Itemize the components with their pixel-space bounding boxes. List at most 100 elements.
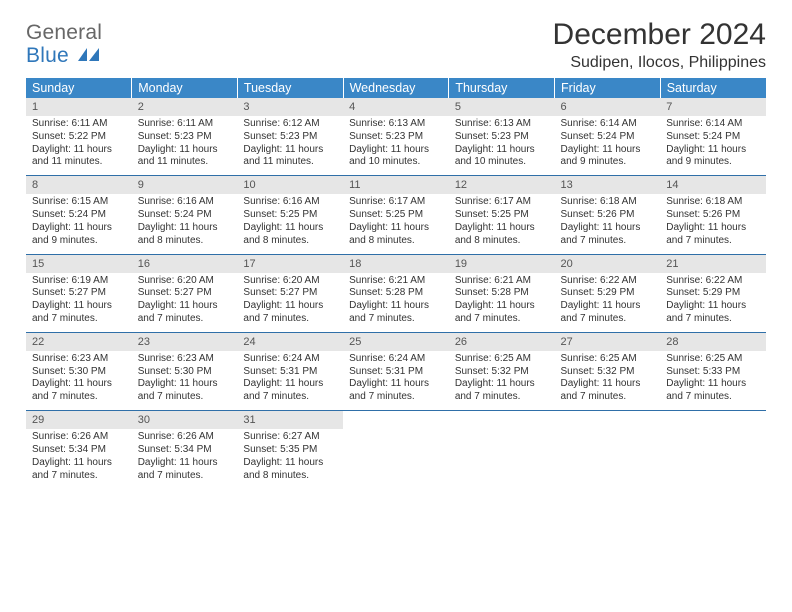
calendar-cell: 24Sunrise: 6:24 AMSunset: 5:31 PMDayligh… xyxy=(237,332,343,410)
sunset-line: Sunset: 5:25 PM xyxy=(455,209,549,222)
sunset-line: Sunset: 5:34 PM xyxy=(32,444,126,457)
logo: General Blue xyxy=(26,18,102,66)
calendar-cell: 29Sunrise: 6:26 AMSunset: 5:34 PMDayligh… xyxy=(26,411,132,489)
daylight-line: Daylight: 11 hours and 8 minutes. xyxy=(243,222,337,248)
calendar-cell: 17Sunrise: 6:20 AMSunset: 5:27 PMDayligh… xyxy=(237,254,343,332)
calendar-cell: 30Sunrise: 6:26 AMSunset: 5:34 PMDayligh… xyxy=(132,411,238,489)
sunrise-line: Sunrise: 6:12 AM xyxy=(243,118,337,131)
sunrise-line: Sunrise: 6:23 AM xyxy=(138,353,232,366)
weekday-header-row: Sunday Monday Tuesday Wednesday Thursday… xyxy=(26,78,766,98)
sunset-line: Sunset: 5:26 PM xyxy=(666,209,760,222)
calendar-row: 8Sunrise: 6:15 AMSunset: 5:24 PMDaylight… xyxy=(26,176,766,254)
day-number: 14 xyxy=(660,176,766,194)
sunrise-line: Sunrise: 6:27 AM xyxy=(243,431,337,444)
daylight-line: Daylight: 11 hours and 11 minutes. xyxy=(32,144,126,170)
daylight-line: Daylight: 11 hours and 7 minutes. xyxy=(455,378,549,404)
sunrise-line: Sunrise: 6:11 AM xyxy=(32,118,126,131)
day-body: Sunrise: 6:18 AMSunset: 5:26 PMDaylight:… xyxy=(555,194,661,253)
day-body: Sunrise: 6:26 AMSunset: 5:34 PMDaylight:… xyxy=(132,429,238,488)
sunset-line: Sunset: 5:31 PM xyxy=(349,366,443,379)
day-number: 27 xyxy=(555,333,661,351)
sunrise-line: Sunrise: 6:19 AM xyxy=(32,275,126,288)
day-number: 12 xyxy=(449,176,555,194)
weekday-header: Friday xyxy=(555,78,661,98)
calendar-cell xyxy=(449,411,555,489)
sunrise-line: Sunrise: 6:16 AM xyxy=(243,196,337,209)
daylight-line: Daylight: 11 hours and 9 minutes. xyxy=(32,222,126,248)
calendar-cell: 27Sunrise: 6:25 AMSunset: 5:32 PMDayligh… xyxy=(555,332,661,410)
day-body: Sunrise: 6:16 AMSunset: 5:24 PMDaylight:… xyxy=(132,194,238,253)
day-body: Sunrise: 6:23 AMSunset: 5:30 PMDaylight:… xyxy=(132,351,238,410)
sunset-line: Sunset: 5:31 PM xyxy=(243,366,337,379)
calendar-cell xyxy=(555,411,661,489)
logo-text-line2: Blue xyxy=(26,43,102,66)
sunrise-line: Sunrise: 6:20 AM xyxy=(138,275,232,288)
calendar-cell: 12Sunrise: 6:17 AMSunset: 5:25 PMDayligh… xyxy=(449,176,555,254)
sunset-line: Sunset: 5:30 PM xyxy=(138,366,232,379)
sunset-line: Sunset: 5:24 PM xyxy=(32,209,126,222)
daylight-line: Daylight: 11 hours and 7 minutes. xyxy=(455,300,549,326)
calendar-cell: 15Sunrise: 6:19 AMSunset: 5:27 PMDayligh… xyxy=(26,254,132,332)
logo-text-line1: General xyxy=(26,22,102,43)
sunset-line: Sunset: 5:23 PM xyxy=(455,131,549,144)
calendar-cell: 19Sunrise: 6:21 AMSunset: 5:28 PMDayligh… xyxy=(449,254,555,332)
sail-icon xyxy=(78,45,100,66)
sunset-line: Sunset: 5:30 PM xyxy=(32,366,126,379)
daylight-line: Daylight: 11 hours and 11 minutes. xyxy=(243,144,337,170)
sunrise-line: Sunrise: 6:14 AM xyxy=(561,118,655,131)
day-number: 13 xyxy=(555,176,661,194)
daylight-line: Daylight: 11 hours and 7 minutes. xyxy=(32,378,126,404)
calendar-cell: 2Sunrise: 6:11 AMSunset: 5:23 PMDaylight… xyxy=(132,98,238,176)
day-body: Sunrise: 6:15 AMSunset: 5:24 PMDaylight:… xyxy=(26,194,132,253)
sunset-line: Sunset: 5:22 PM xyxy=(32,131,126,144)
daylight-line: Daylight: 11 hours and 7 minutes. xyxy=(32,457,126,483)
sunrise-line: Sunrise: 6:25 AM xyxy=(561,353,655,366)
daylight-line: Daylight: 11 hours and 10 minutes. xyxy=(349,144,443,170)
calendar-cell: 16Sunrise: 6:20 AMSunset: 5:27 PMDayligh… xyxy=(132,254,238,332)
sunset-line: Sunset: 5:24 PM xyxy=(561,131,655,144)
daylight-line: Daylight: 11 hours and 7 minutes. xyxy=(138,378,232,404)
sunset-line: Sunset: 5:32 PM xyxy=(455,366,549,379)
daylight-line: Daylight: 11 hours and 8 minutes. xyxy=(138,222,232,248)
calendar-cell xyxy=(343,411,449,489)
calendar-cell: 3Sunrise: 6:12 AMSunset: 5:23 PMDaylight… xyxy=(237,98,343,176)
sunrise-line: Sunrise: 6:24 AM xyxy=(349,353,443,366)
day-body: Sunrise: 6:13 AMSunset: 5:23 PMDaylight:… xyxy=(449,116,555,175)
sunrise-line: Sunrise: 6:26 AM xyxy=(138,431,232,444)
sunset-line: Sunset: 5:23 PM xyxy=(138,131,232,144)
header: General Blue December 2024 Sudipen, Iloc… xyxy=(26,18,766,72)
daylight-line: Daylight: 11 hours and 7 minutes. xyxy=(138,300,232,326)
calendar-cell: 25Sunrise: 6:24 AMSunset: 5:31 PMDayligh… xyxy=(343,332,449,410)
calendar-cell: 20Sunrise: 6:22 AMSunset: 5:29 PMDayligh… xyxy=(555,254,661,332)
calendar-cell: 8Sunrise: 6:15 AMSunset: 5:24 PMDaylight… xyxy=(26,176,132,254)
sunset-line: Sunset: 5:26 PM xyxy=(561,209,655,222)
sunrise-line: Sunrise: 6:21 AM xyxy=(349,275,443,288)
calendar-cell: 22Sunrise: 6:23 AMSunset: 5:30 PMDayligh… xyxy=(26,332,132,410)
day-body: Sunrise: 6:13 AMSunset: 5:23 PMDaylight:… xyxy=(343,116,449,175)
sunset-line: Sunset: 5:23 PM xyxy=(243,131,337,144)
day-body: Sunrise: 6:11 AMSunset: 5:23 PMDaylight:… xyxy=(132,116,238,175)
calendar-cell: 10Sunrise: 6:16 AMSunset: 5:25 PMDayligh… xyxy=(237,176,343,254)
day-number: 2 xyxy=(132,98,238,116)
day-body: Sunrise: 6:19 AMSunset: 5:27 PMDaylight:… xyxy=(26,273,132,332)
day-number: 15 xyxy=(26,255,132,273)
daylight-line: Daylight: 11 hours and 9 minutes. xyxy=(666,144,760,170)
sunset-line: Sunset: 5:33 PM xyxy=(666,366,760,379)
calendar-cell: 1Sunrise: 6:11 AMSunset: 5:22 PMDaylight… xyxy=(26,98,132,176)
calendar-cell: 7Sunrise: 6:14 AMSunset: 5:24 PMDaylight… xyxy=(660,98,766,176)
month-title: December 2024 xyxy=(553,18,766,52)
title-block: December 2024 Sudipen, Ilocos, Philippin… xyxy=(553,18,766,72)
day-number: 30 xyxy=(132,411,238,429)
calendar-cell: 26Sunrise: 6:25 AMSunset: 5:32 PMDayligh… xyxy=(449,332,555,410)
sunset-line: Sunset: 5:24 PM xyxy=(666,131,760,144)
sunrise-line: Sunrise: 6:13 AM xyxy=(349,118,443,131)
daylight-line: Daylight: 11 hours and 8 minutes. xyxy=(349,222,443,248)
calendar-cell: 11Sunrise: 6:17 AMSunset: 5:25 PMDayligh… xyxy=(343,176,449,254)
calendar-cell: 14Sunrise: 6:18 AMSunset: 5:26 PMDayligh… xyxy=(660,176,766,254)
weekday-header: Tuesday xyxy=(237,78,343,98)
day-number: 5 xyxy=(449,98,555,116)
sunset-line: Sunset: 5:29 PM xyxy=(561,287,655,300)
sunset-line: Sunset: 5:34 PM xyxy=(138,444,232,457)
day-body: Sunrise: 6:26 AMSunset: 5:34 PMDaylight:… xyxy=(26,429,132,488)
calendar-cell: 13Sunrise: 6:18 AMSunset: 5:26 PMDayligh… xyxy=(555,176,661,254)
